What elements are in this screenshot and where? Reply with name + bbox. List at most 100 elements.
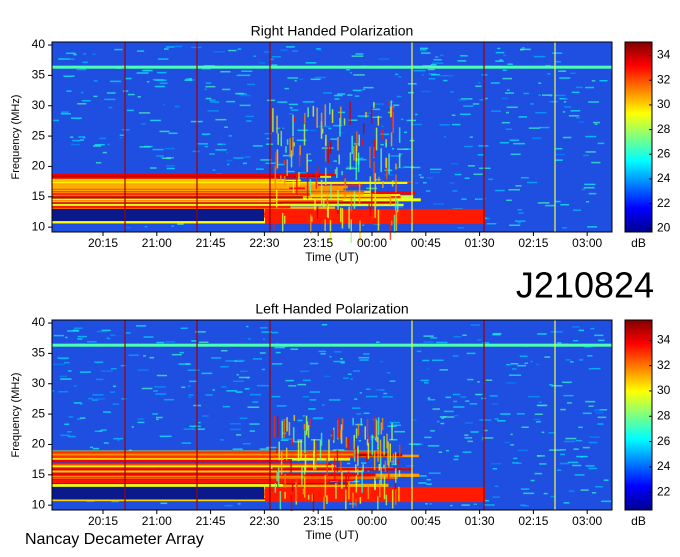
spectrum-texture: [597, 423, 604, 425]
spectrum-texture: [150, 119, 161, 122]
spectrum-texture: [159, 82, 168, 84]
spectrum-texture: [153, 390, 158, 392]
spectrum-texture: [510, 363, 519, 365]
spectrum-texture: [319, 439, 322, 461]
spectrum-texture: [382, 180, 384, 188]
spectrum-texture: [475, 393, 482, 396]
spectrum-texture: [280, 451, 283, 475]
spectrum-texture: [301, 466, 303, 485]
spectrum-texture: [492, 403, 498, 405]
spectrum-texture: [356, 158, 367, 161]
spectrum-texture: [260, 159, 272, 161]
spectrum-texture: [196, 428, 205, 430]
spectrum-texture: [522, 47, 525, 49]
spectrum-texture: [554, 94, 566, 97]
spectrum-texture: [52, 453, 355, 456]
spectrum-texture: [555, 153, 566, 156]
spectrum-texture: [92, 394, 104, 396]
spectrum-texture: [275, 342, 279, 345]
spectrum-texture: [277, 163, 285, 166]
spectrum-texture: [366, 439, 369, 446]
spectrum-texture: [52, 173, 336, 176]
spectrum-texture: [312, 105, 315, 117]
x-tick-label: 00:45: [411, 236, 441, 250]
spectrum-texture: [222, 88, 231, 91]
spectrum-texture: [373, 102, 375, 108]
spectrum-texture: [278, 441, 280, 461]
spectrum-texture: [281, 438, 293, 440]
spectrum-texture: [60, 113, 71, 115]
y-axis-label: Frequency (MHz): [10, 95, 22, 180]
spectrum-texture: [93, 145, 102, 147]
spectrum-texture: [529, 103, 534, 105]
spectrum-texture: [150, 167, 157, 169]
spectrum-texture: [275, 152, 277, 170]
spectrum-texture: [201, 68, 211, 70]
spectrum-texture: [559, 77, 571, 79]
spectrum-texture: [304, 454, 307, 472]
y-tick-label: 25: [32, 406, 46, 420]
colorbar-tick-label: 32: [657, 358, 671, 372]
spectrum-texture: [287, 77, 299, 79]
spectrum-texture: [179, 351, 185, 354]
spectrum-texture: [142, 69, 153, 72]
spectrum-texture: [383, 476, 386, 500]
spectrum-texture: [432, 62, 444, 64]
spectrum-texture: [572, 326, 580, 328]
spectrum-texture: [293, 142, 295, 147]
spectrum-texture: [594, 334, 604, 337]
spectrum-texture: [387, 372, 391, 374]
spectrum-texture: [352, 492, 354, 509]
spectrum-texture: [570, 110, 581, 112]
spectrum-texture: [385, 157, 387, 168]
spectrum-texture: [290, 348, 299, 351]
spectrum-texture: [304, 113, 306, 124]
spectrum-texture: [143, 336, 154, 338]
spectrum-texture: [566, 402, 572, 404]
spectrum-texture: [334, 169, 337, 175]
spectrum-texture: [367, 470, 370, 473]
spectrum-texture: [250, 393, 262, 396]
spectrum-texture: [557, 342, 562, 344]
spectrum-texture: [114, 48, 123, 51]
spectrum-texture: [355, 145, 358, 162]
x-tick-label: 21:00: [142, 236, 172, 250]
spectrum-texture: [235, 92, 244, 95]
spectrum-texture: [283, 175, 286, 186]
spectrum-texture: [361, 469, 363, 493]
spectrum-texture: [364, 426, 367, 440]
spectrum-texture: [516, 462, 522, 464]
spectrum-texture: [152, 413, 158, 415]
spectrum-texture: [108, 337, 111, 340]
spectrum-texture: [503, 54, 506, 57]
spectrum-texture: [578, 426, 583, 429]
spectrum-texture: [315, 76, 326, 79]
spectrum-texture: [464, 434, 469, 436]
spectrum-texture: [310, 439, 320, 441]
spectrum-texture: [299, 145, 301, 155]
spectrum-texture: [212, 389, 216, 391]
spectrum-texture: [355, 446, 357, 462]
spectrum-texture: [220, 365, 230, 368]
spectrum-texture: [293, 414, 296, 421]
spectrum-texture: [559, 462, 570, 465]
spectrum-texture: [280, 49, 288, 51]
colorbar-label: dB: [631, 236, 646, 250]
spectrum-texture: [277, 101, 288, 103]
spectrum-texture: [518, 116, 527, 118]
spectrum-texture: [382, 396, 393, 398]
spectrum-texture: [555, 147, 563, 150]
spectrum-texture: [94, 143, 105, 146]
spectrum-texture: [255, 168, 264, 170]
spectrum-texture: [418, 482, 427, 484]
spectrum-texture: [439, 124, 450, 126]
spectrum-texture: [273, 415, 276, 438]
spectrum-texture: [374, 415, 376, 438]
spectrum-texture: [550, 331, 563, 333]
spectrum-texture: [444, 75, 455, 77]
spectrum-texture: [568, 115, 580, 117]
spectrum-texture: [457, 227, 464, 229]
spectrum-texture: [374, 178, 381, 181]
spectrum-texture: [73, 53, 77, 56]
spectrum-texture: [582, 446, 590, 449]
